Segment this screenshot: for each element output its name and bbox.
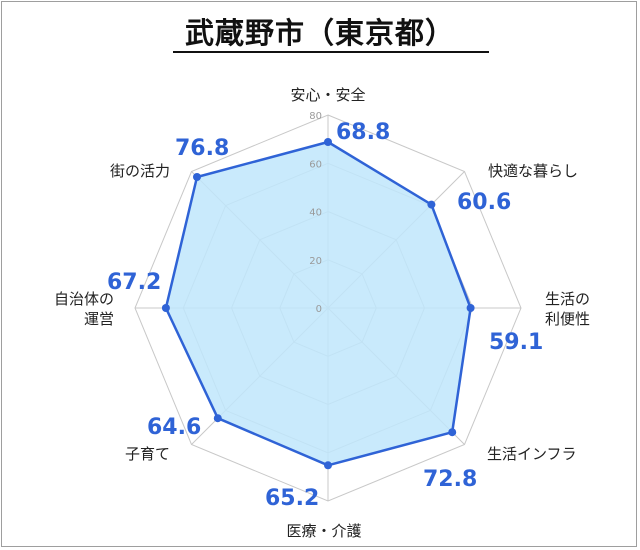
- data-point: [448, 428, 457, 437]
- tick-label: 0: [316, 304, 322, 315]
- radar-series: [161, 138, 475, 470]
- axis-label: 快適な暮らし: [488, 162, 578, 180]
- data-point: [466, 304, 475, 312]
- chart-title: 武蔵野市（東京都）: [184, 16, 455, 50]
- axis-label: 子育て: [125, 445, 170, 463]
- data-point: [193, 173, 201, 181]
- value-label: 59.1: [489, 330, 543, 355]
- axis-label: 生活インフラ: [487, 445, 577, 463]
- radar-value-labels: 68.8 60.6 59.1 72.8 65.2 64.6 67.2 76.8: [107, 120, 543, 511]
- axis-label: 街の活力: [110, 162, 170, 180]
- title-underline: [173, 51, 489, 53]
- tick-label: 60: [309, 159, 322, 170]
- axis-label: 生活の利便性: [545, 290, 590, 328]
- axis-label: 安心・安全: [290, 86, 365, 104]
- value-label: 64.6: [147, 415, 201, 440]
- data-point: [427, 200, 436, 209]
- value-label: 72.8: [423, 467, 477, 492]
- value-label: 60.6: [457, 190, 511, 215]
- axis-label: 医療・介護: [286, 522, 361, 540]
- data-point: [324, 461, 332, 470]
- value-label: 67.2: [107, 270, 161, 295]
- tick-label: 40: [309, 208, 322, 219]
- radar-tick-labels: 0 20 40 60 80: [309, 111, 322, 315]
- value-label: 76.8: [175, 136, 229, 161]
- tick-label: 20: [309, 256, 322, 267]
- data-point: [161, 304, 170, 312]
- value-label: 68.8: [336, 120, 390, 145]
- tick-label: 80: [309, 111, 322, 122]
- data-point: [324, 138, 332, 146]
- value-label: 65.2: [265, 486, 319, 511]
- axis-label: 自治体の運営: [54, 290, 114, 328]
- data-point: [213, 414, 222, 423]
